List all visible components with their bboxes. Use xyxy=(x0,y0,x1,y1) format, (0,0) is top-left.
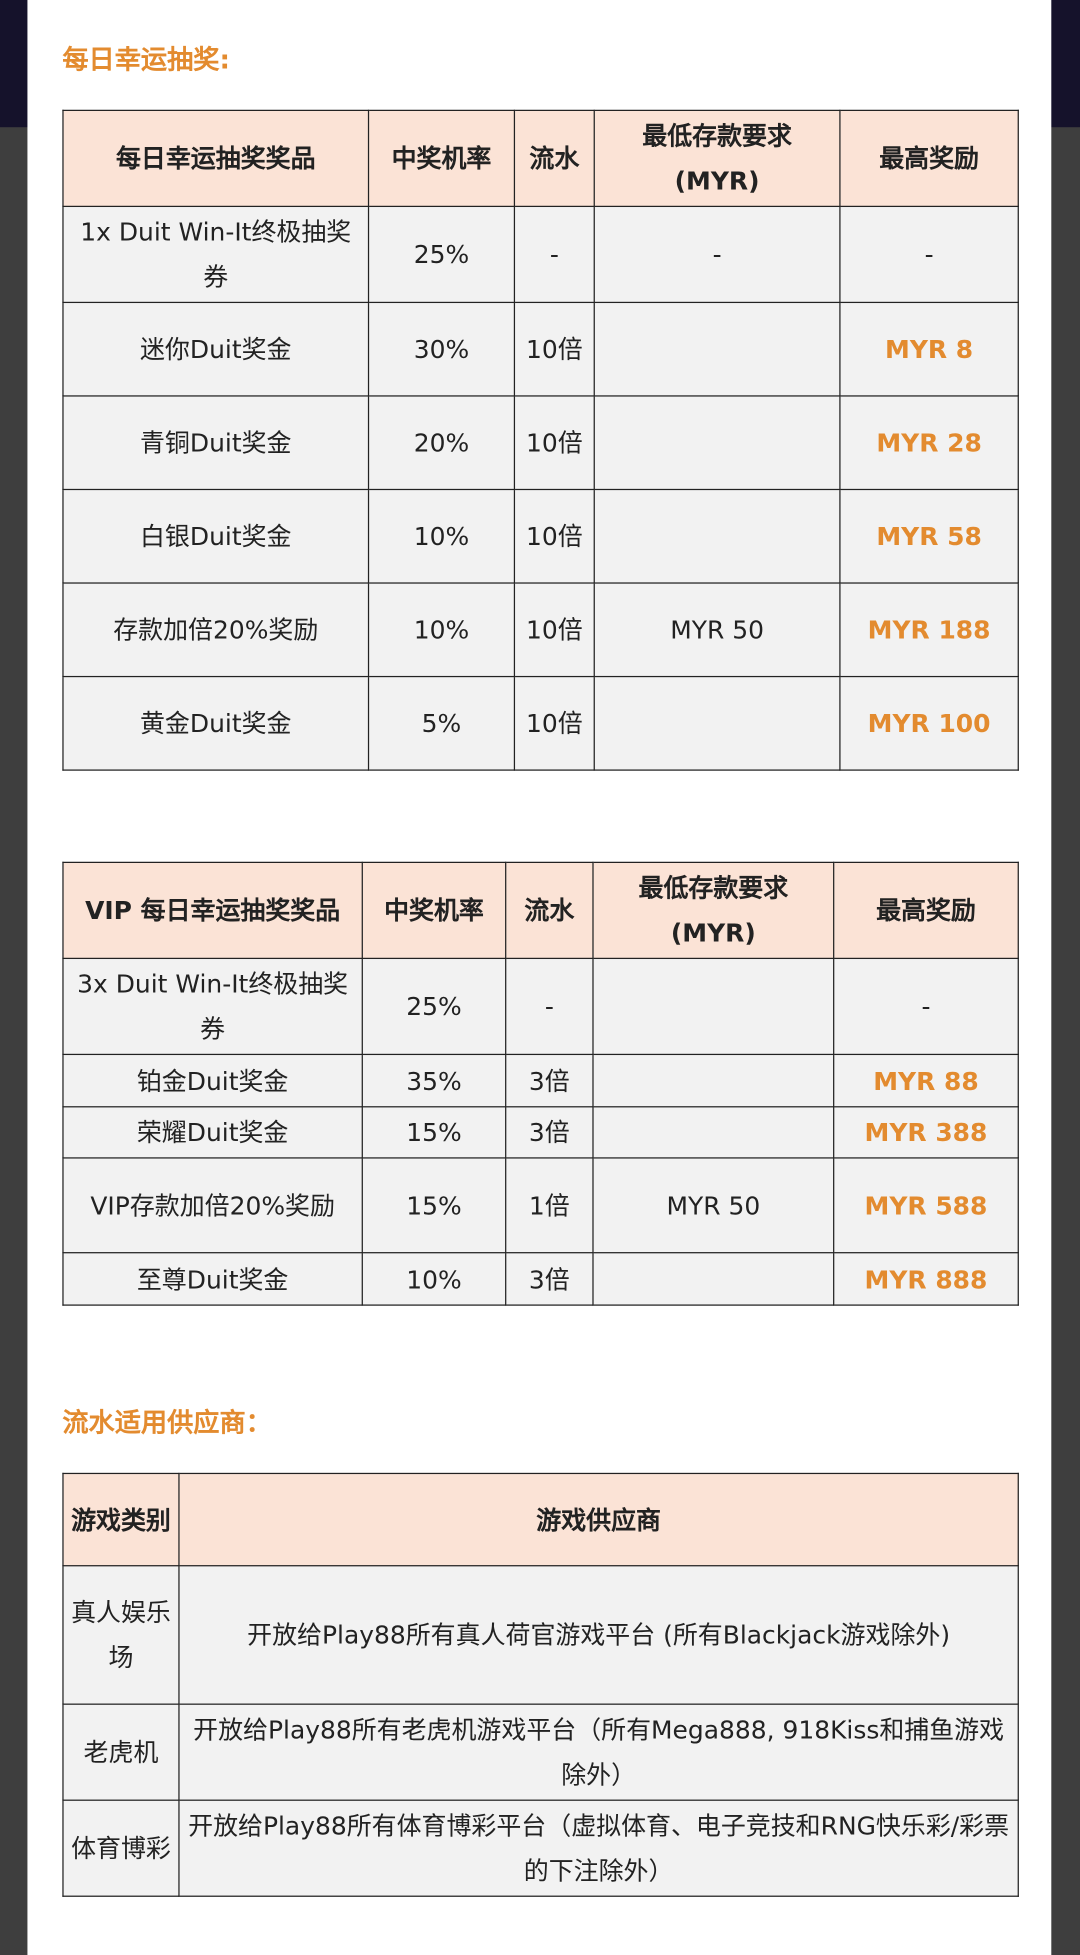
cell: 至尊Duit奖金 xyxy=(62,1252,363,1306)
header-cell: 流水 xyxy=(505,861,594,960)
cell: MYR 8 xyxy=(839,301,1019,397)
cell: 荣耀Duit奖金 xyxy=(62,1106,363,1159)
section-heading: 流水适用供应商： xyxy=(62,1407,272,1438)
header-cell: 每日幸运抽奖奖品 xyxy=(62,109,370,208)
cell: 开放给Play88所有体育博彩平台（虚拟体育、电子竞技和RNG快乐彩/彩票的下注… xyxy=(178,1799,1019,1897)
cell xyxy=(592,1252,835,1306)
row: 1x Duit Win-It终极抽奖券 25% - - - xyxy=(62,205,1019,304)
cell: 35% xyxy=(361,1053,507,1108)
cell: MYR 588 xyxy=(833,1157,1019,1254)
header-row: 游戏类别 游戏供应商 xyxy=(62,1472,1019,1567)
cell: 10% xyxy=(367,582,516,678)
cell: 3倍 xyxy=(505,1252,594,1306)
cell: MYR 88 xyxy=(833,1053,1019,1108)
cell: 迷你Duit奖金 xyxy=(62,301,370,397)
cell xyxy=(592,1106,835,1159)
cell: 黄金Duit奖金 xyxy=(62,675,370,771)
row: 体育博彩 开放给Play88所有体育博彩平台（虚拟体育、电子竞技和RNG快乐彩/彩… xyxy=(62,1799,1019,1897)
header-cell: 游戏类别 xyxy=(62,1472,180,1567)
header-row: VIP 每日幸运抽奖奖品 中奖机率 流水 最低存款要求 (MYR) 最高奖励 xyxy=(62,861,1019,960)
cell: 10倍 xyxy=(513,301,595,397)
cell: 真人娱乐场 xyxy=(62,1565,180,1705)
cell: 开放给Play88所有真人荷官游戏平台 (所有Blackjack游戏除外) xyxy=(178,1565,1019,1705)
cell xyxy=(593,488,841,584)
cell: 白银Duit奖金 xyxy=(62,488,370,584)
cell: 开放给Play88所有老虎机游戏平台（所有Mega888, 918Kiss和捕鱼… xyxy=(178,1703,1019,1801)
cell: 3x Duit Win-It终极抽奖券 xyxy=(62,957,363,1056)
row: 青铜Duit奖金 20% 10倍 MYR 28 xyxy=(62,395,1019,491)
prize-table: 每日幸运抽奖奖品 中奖机率 流水 最低存款要求 (MYR) 最高奖励 1x Duit Wi… xyxy=(62,109,1019,771)
row: 黄金Duit奖金 5% 10倍 MYR 100 xyxy=(62,675,1019,771)
cell: 15% xyxy=(361,1106,507,1159)
cell: MYR 388 xyxy=(833,1106,1019,1159)
vip-prize-table: VIP 每日幸运抽奖奖品 中奖机率 流水 最低存款要求 (MYR) 最高奖励 3x Dui… xyxy=(62,861,1019,1306)
cell: MYR 888 xyxy=(833,1252,1019,1306)
cell: - xyxy=(593,205,841,304)
cell: 30% xyxy=(367,301,516,397)
header-cell: 最低存款要求 (MYR) xyxy=(592,861,835,960)
cell: MYR 188 xyxy=(839,582,1019,678)
header-cell: 游戏供应商 xyxy=(178,1472,1019,1567)
header-cell: 最高奖励 xyxy=(833,861,1019,960)
cell: 3倍 xyxy=(505,1053,594,1108)
cell: 25% xyxy=(367,205,516,304)
row: VIP存款加倍20%奖励 15% 1倍 MYR 50 MYR 588 xyxy=(62,1157,1019,1254)
row: 迷你Duit奖金 30% 10倍 MYR 8 xyxy=(62,301,1019,397)
cell: - xyxy=(505,957,594,1056)
cell: - xyxy=(833,957,1019,1056)
cell: VIP存款加倍20%奖励 xyxy=(62,1157,363,1254)
cell: 10倍 xyxy=(513,675,595,771)
header-cell: VIP 每日幸运抽奖奖品 xyxy=(62,861,363,960)
cell: 老虎机 xyxy=(62,1703,180,1801)
cell: 10% xyxy=(367,488,516,584)
cell: 10倍 xyxy=(513,395,595,491)
cell: 1倍 xyxy=(505,1157,594,1254)
row: 荣耀Duit奖金 15% 3倍 MYR 388 xyxy=(62,1106,1019,1159)
cell: 10倍 xyxy=(513,488,595,584)
header-cell: 中奖机率 xyxy=(367,109,516,208)
cell xyxy=(593,675,841,771)
cell: MYR 58 xyxy=(839,488,1019,584)
cell: 1x Duit Win-It终极抽奖券 xyxy=(62,205,370,304)
cell: 存款加倍20%奖励 xyxy=(62,582,370,678)
cell xyxy=(593,301,841,397)
cell: 15% xyxy=(361,1157,507,1254)
cell: 10倍 xyxy=(513,582,595,678)
cell: 体育博彩 xyxy=(62,1799,180,1897)
row: 老虎机 开放给Play88所有老虎机游戏平台（所有Mega888, 918Kiss… xyxy=(62,1703,1019,1801)
section-heading: 每日幸运抽奖: xyxy=(62,44,230,75)
cell xyxy=(593,395,841,491)
cell xyxy=(592,1053,835,1108)
cell: 5% xyxy=(367,675,516,771)
cell: 20% xyxy=(367,395,516,491)
row: 铂金Duit奖金 35% 3倍 MYR 88 xyxy=(62,1053,1019,1108)
header-cell: 中奖机率 xyxy=(361,861,507,960)
cell xyxy=(592,957,835,1056)
row: 白银Duit奖金 10% 10倍 MYR 58 xyxy=(62,488,1019,584)
cell: MYR 50 xyxy=(593,582,841,678)
cell: 25% xyxy=(361,957,507,1056)
row: 至尊Duit奖金 10% 3倍 MYR 888 xyxy=(62,1252,1019,1306)
header-cell: 最高奖励 xyxy=(839,109,1019,208)
cell: 铂金Duit奖金 xyxy=(62,1053,363,1108)
cell: - xyxy=(839,205,1019,304)
provider-table: 游戏类别 游戏供应商 真人娱乐场 开放给Play88所有真人荷官游戏平台 (所有Bla… xyxy=(62,1472,1019,1897)
header-cell: 流水 xyxy=(513,109,595,208)
cell: MYR 50 xyxy=(592,1157,835,1254)
cell: 青铜Duit奖金 xyxy=(62,395,370,491)
cell: - xyxy=(513,205,595,304)
cell: 10% xyxy=(361,1252,507,1306)
header-cell: 最低存款要求 (MYR) xyxy=(593,109,841,208)
cell: MYR 28 xyxy=(839,395,1019,491)
header-row: 每日幸运抽奖奖品 中奖机率 流水 最低存款要求 (MYR) 最高奖励 xyxy=(62,109,1019,208)
cell: MYR 100 xyxy=(839,675,1019,771)
row: 存款加倍20%奖励 10% 10倍 MYR 50 MYR 188 xyxy=(62,582,1019,678)
cell: 3倍 xyxy=(505,1106,594,1159)
row: 真人娱乐场 开放给Play88所有真人荷官游戏平台 (所有Blackjack游戏除… xyxy=(62,1565,1019,1705)
row: 3x Duit Win-It终极抽奖券 25% - - xyxy=(62,957,1019,1056)
